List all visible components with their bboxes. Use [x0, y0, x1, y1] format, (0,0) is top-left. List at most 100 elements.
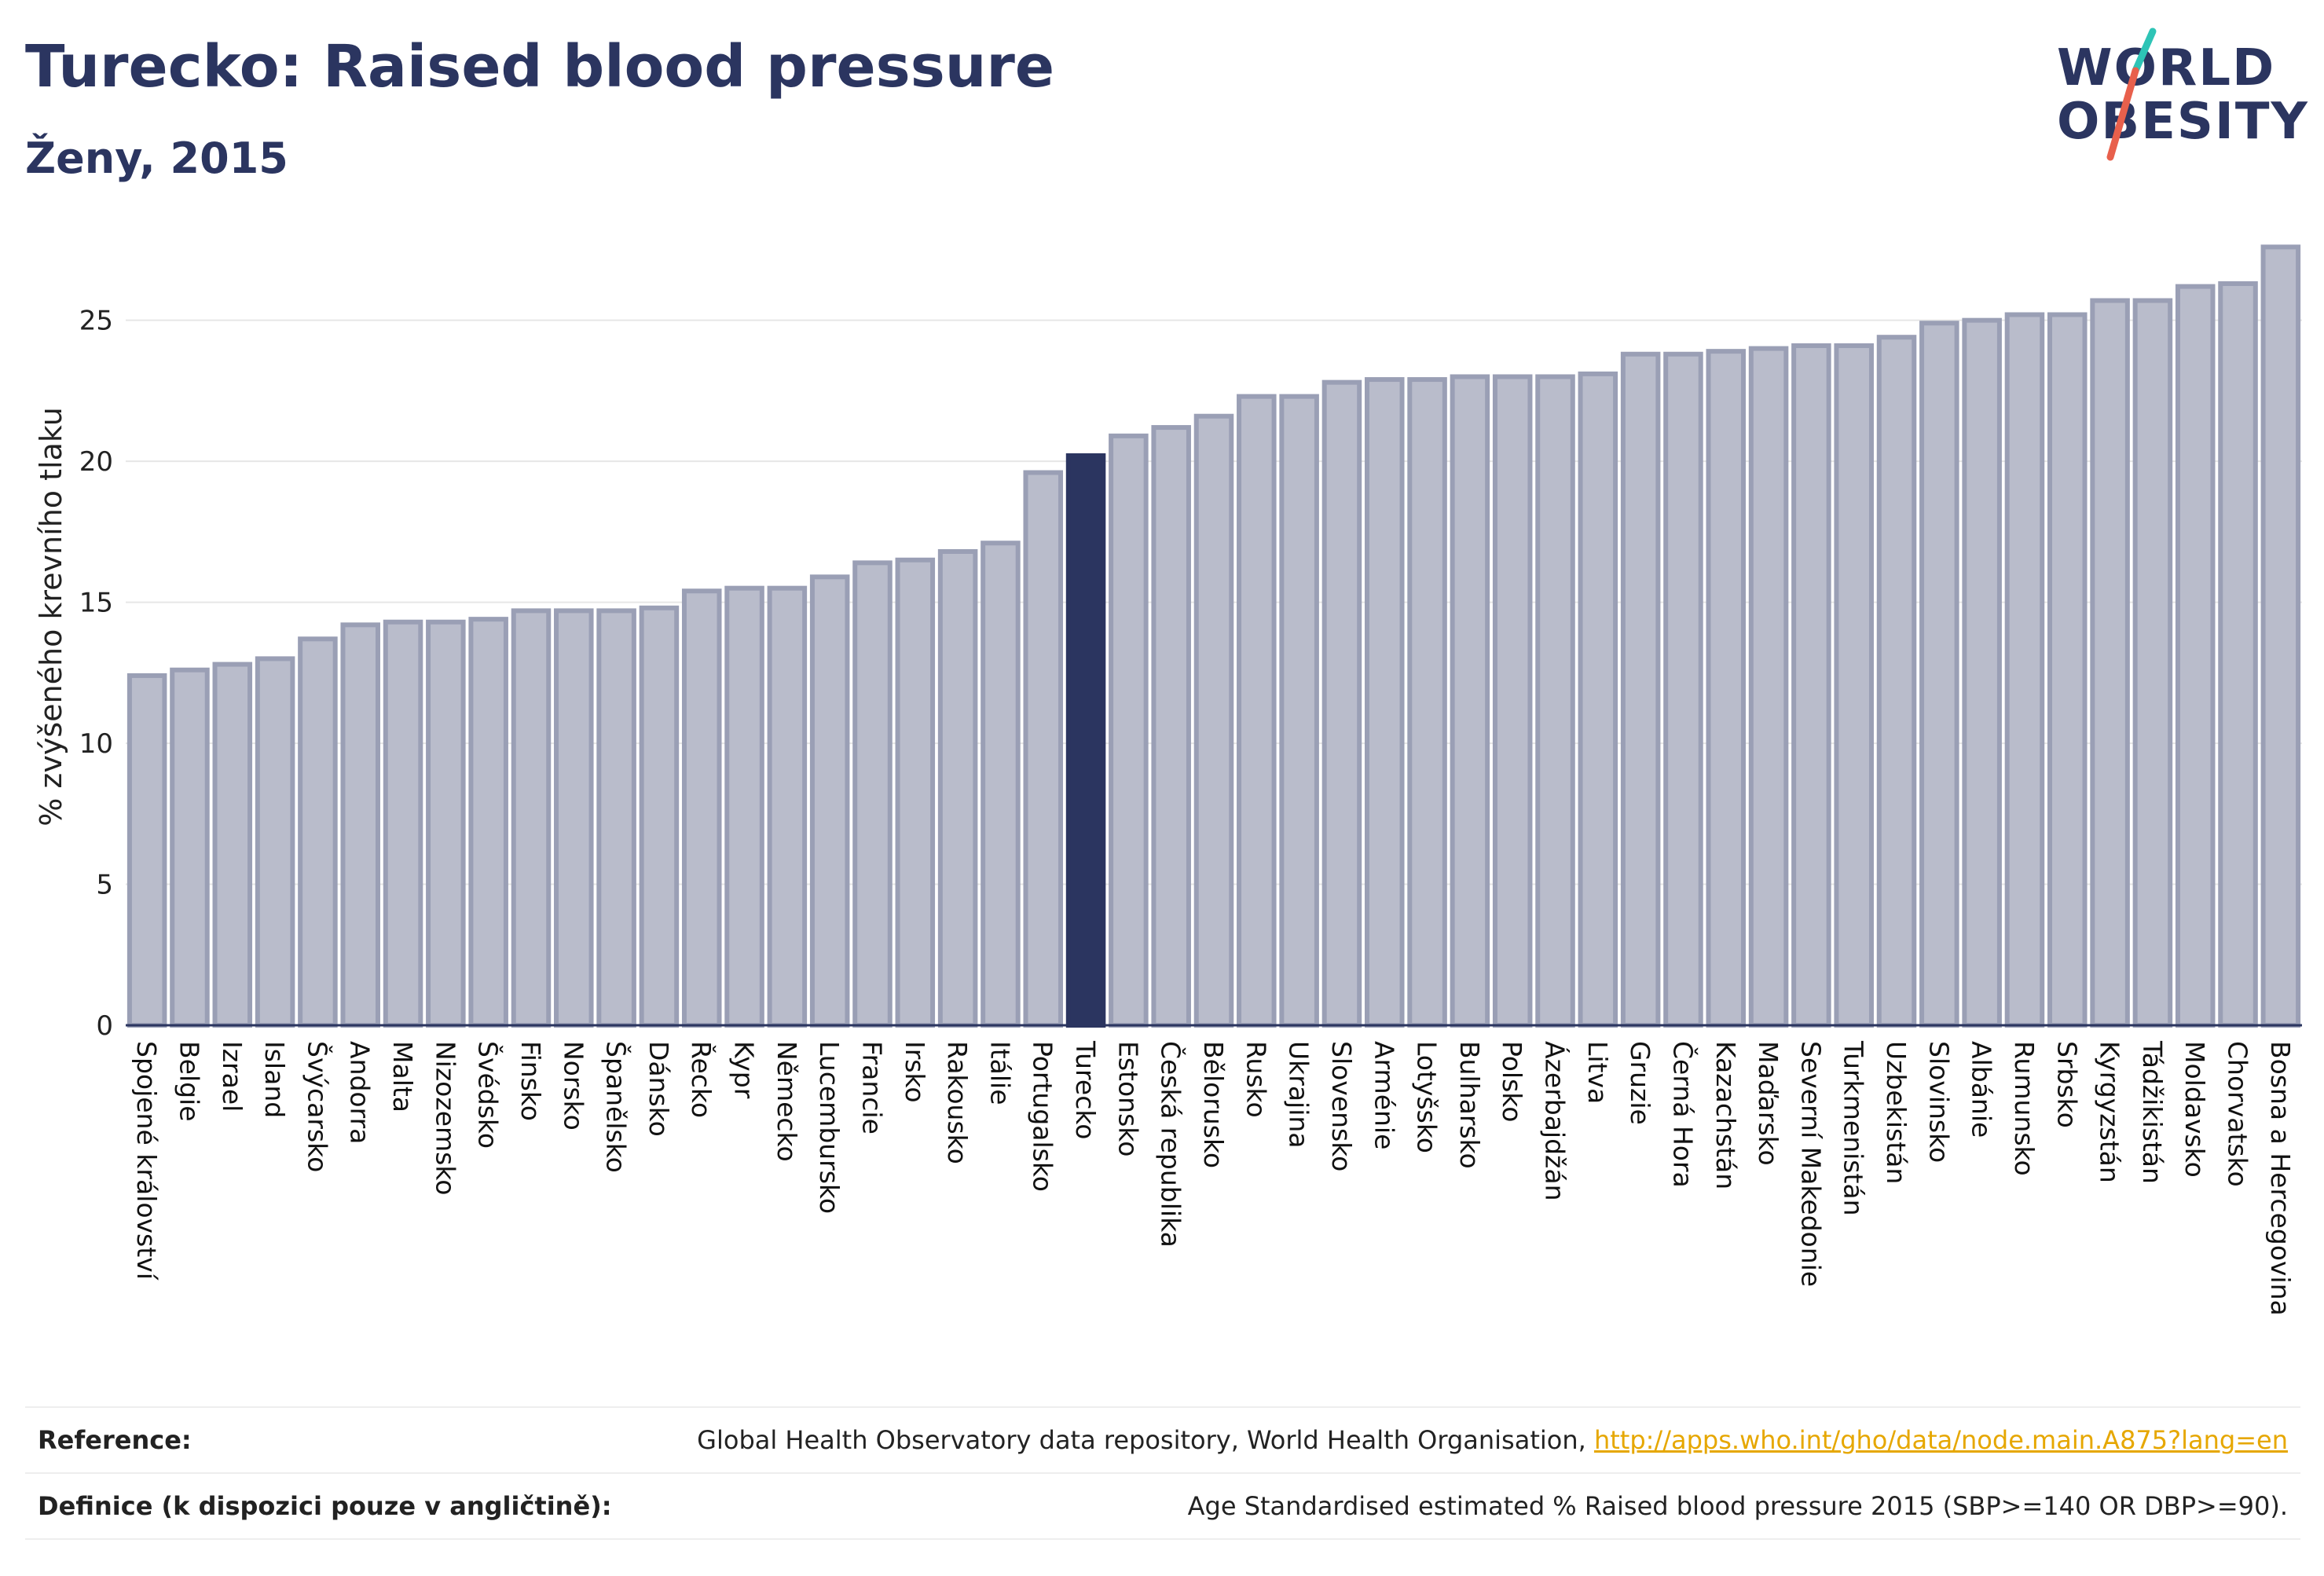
chart-title: Turecko: Raised blood pressure	[25, 33, 1055, 101]
x-tick-label: Ukrajina	[1284, 1041, 1314, 1149]
bar-24	[1151, 425, 1191, 1028]
bar-1	[170, 667, 210, 1028]
x-tick-label: Litva	[1582, 1041, 1613, 1104]
definition-key: Definice (k dispozici pouze v angličtině…	[38, 1491, 612, 1521]
x-tick-label: Francie	[856, 1041, 887, 1134]
bar-46	[2090, 298, 2130, 1028]
bar-37	[1706, 349, 1747, 1028]
bar-15	[767, 585, 808, 1028]
bar-6	[383, 619, 423, 1028]
x-tick-label: Kazachstán	[1710, 1041, 1741, 1189]
y-axis-ticks: 0 5 10 15 20 25	[79, 306, 113, 1042]
bar-32	[1492, 374, 1533, 1028]
bar-49	[2218, 281, 2258, 1028]
bar-22	[1065, 453, 1106, 1028]
bar-33	[1535, 374, 1575, 1028]
bar-26	[1237, 394, 1277, 1028]
x-tick-label: Itálie	[984, 1041, 1015, 1105]
chart-bars	[126, 244, 2301, 1028]
x-tick-label: Andorra	[345, 1041, 376, 1144]
bar-34	[1578, 371, 1618, 1028]
x-tick-label: Slovensko	[1326, 1041, 1357, 1171]
bar-0	[126, 673, 167, 1028]
logo-line-1: WORLD	[2057, 39, 2276, 97]
x-tick-label: Irsko	[900, 1041, 930, 1103]
x-tick-label: Maďarsko	[1753, 1041, 1783, 1166]
bar-19	[937, 549, 978, 1028]
bar-27	[1279, 394, 1319, 1028]
x-tick-label: Španělsko	[601, 1041, 632, 1173]
x-tick-label: Rumunsko	[2009, 1041, 2040, 1176]
bar-20	[981, 541, 1021, 1028]
x-tick-label: Belgie	[174, 1041, 204, 1122]
x-tick-label: Finsko	[515, 1041, 546, 1121]
bar-48	[2175, 284, 2216, 1028]
reference-row: Reference: Global Health Observatory dat…	[25, 1406, 2300, 1472]
bar-31	[1450, 374, 1490, 1028]
bar-8	[468, 617, 508, 1028]
x-tick-label: Dánsko	[643, 1041, 674, 1137]
bar-42	[1919, 321, 1959, 1028]
x-axis-labels: Spojené království Belgie Izrael Island Švýc…	[131, 1040, 2296, 1316]
x-tick-label: Kyrgyzstán	[2095, 1041, 2125, 1183]
x-tick-label: Bělorusko	[1198, 1041, 1229, 1168]
bar-35	[1620, 351, 1661, 1028]
x-tick-label: Švédsko	[473, 1041, 504, 1149]
y-tick-label: 0	[96, 1010, 113, 1042]
bar-7	[426, 619, 466, 1028]
x-tick-label: Uzbekistán	[1881, 1041, 1912, 1184]
reference-key: Reference:	[38, 1425, 192, 1455]
x-tick-label: Gruzie	[1625, 1041, 1655, 1125]
x-tick-label: Slovinsko	[1923, 1041, 1954, 1163]
x-tick-label: Nizozemsko	[430, 1041, 460, 1195]
x-tick-label: Spojené království	[131, 1041, 162, 1281]
x-tick-label: Severní Makedonie	[1795, 1041, 1826, 1287]
x-tick-label: Rakousko	[942, 1041, 973, 1164]
bar-13	[681, 588, 722, 1028]
reference-value: Global Health Observatory data repositor…	[697, 1425, 2300, 1455]
y-tick-label: 20	[79, 446, 113, 478]
bar-43	[1962, 317, 2002, 1028]
bar-23	[1109, 433, 1149, 1028]
bar-25	[1193, 413, 1234, 1028]
x-tick-label: Černá Hora	[1667, 1041, 1699, 1188]
reference-table: Reference: Global Health Observatory dat…	[25, 1406, 2300, 1540]
bar-28	[1321, 379, 1362, 1028]
world-obesity-logo: WORLD OBESITY	[2043, 24, 2310, 173]
bar-45	[2047, 312, 2088, 1028]
x-tick-label: Řecko	[686, 1041, 717, 1118]
bar-36	[1663, 351, 1703, 1028]
x-tick-label: Kypr	[729, 1041, 760, 1099]
bar-9	[511, 608, 552, 1028]
bar-12	[639, 605, 680, 1028]
bar-38	[1748, 346, 1789, 1028]
bar-11	[596, 608, 636, 1028]
x-tick-label: Srbsko	[2051, 1041, 2082, 1128]
x-tick-label: Lucembursko	[814, 1041, 845, 1214]
x-tick-label: Chorvatsko	[2223, 1041, 2253, 1187]
bar-44	[2004, 312, 2045, 1028]
x-tick-label: Lotyšsko	[1412, 1041, 1442, 1153]
logo-slash-icon	[2106, 27, 2157, 161]
x-tick-label: Albánie	[1967, 1041, 1997, 1138]
bar-10	[554, 608, 594, 1028]
x-tick-label: Rusko	[1241, 1041, 1271, 1118]
x-tick-label: Bosna a Hercegovina	[2265, 1041, 2296, 1316]
x-tick-label: Estonsko	[1113, 1041, 1143, 1156]
bar-40	[1834, 343, 1874, 1028]
bar-2	[212, 662, 253, 1028]
bar-17	[852, 560, 893, 1028]
x-tick-label: Švýcarsko	[302, 1041, 333, 1172]
reference-link[interactable]: http://apps.who.int/gho/data/node.main.A…	[1593, 1425, 2288, 1455]
chart-subtitle: Ženy, 2015	[25, 134, 288, 183]
bar-50	[2260, 244, 2301, 1028]
logo-line-2: OBESITY	[2057, 93, 2309, 151]
bar-4	[298, 636, 338, 1028]
x-tick-label: Turecko	[1070, 1040, 1101, 1139]
x-tick-label: Arménie	[1369, 1041, 1399, 1149]
bar-47	[2132, 298, 2173, 1028]
x-tick-label: Tádžikistán	[2137, 1040, 2168, 1184]
x-tick-label: Norsko	[558, 1041, 588, 1131]
definition-value: Age Standardised estimated % Raised bloo…	[1187, 1491, 2288, 1521]
y-tick-label: 15	[79, 588, 113, 619]
